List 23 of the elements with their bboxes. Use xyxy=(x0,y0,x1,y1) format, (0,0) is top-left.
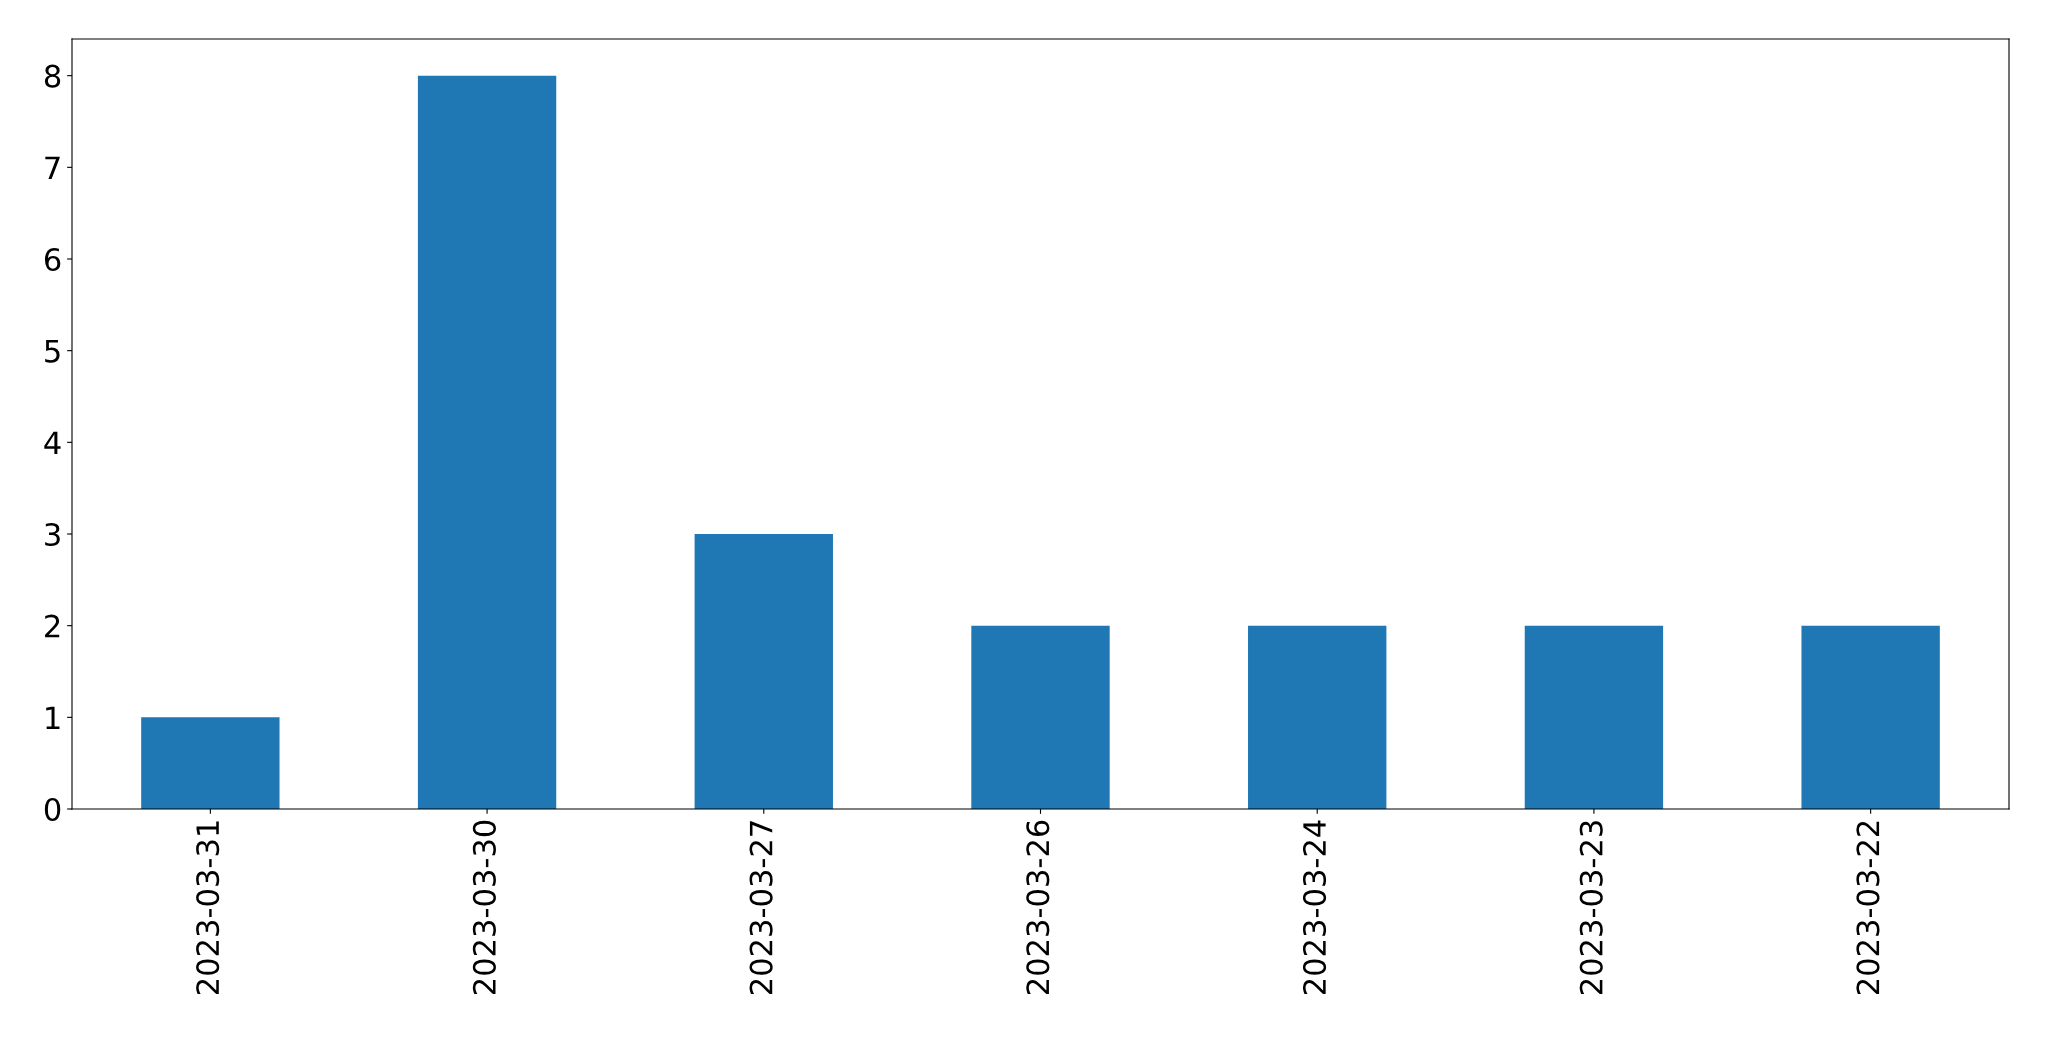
y-tick-label: 0 xyxy=(44,797,61,822)
bar xyxy=(417,75,557,809)
y-tick-label: 5 xyxy=(45,340,60,363)
bar xyxy=(1248,625,1387,809)
y-tick-label: 4 xyxy=(44,431,61,454)
x-tick-label: 2023-03-31 xyxy=(196,821,220,995)
x-tick-label: 2023-03-22 xyxy=(1856,821,1880,995)
x-tick-label: 2023-03-26 xyxy=(1026,820,1050,995)
x-tick-label: 2023-03-27 xyxy=(749,821,773,995)
bar xyxy=(694,534,833,809)
x-tick-label: 2023-03-24 xyxy=(1302,820,1327,995)
x-tick-label: 2023-03-23 xyxy=(1579,821,1603,995)
y-tick-label: 1 xyxy=(46,706,60,729)
bar xyxy=(971,625,1110,809)
bar xyxy=(1801,625,1940,809)
y-tick-label: 2 xyxy=(45,614,60,638)
bar xyxy=(1524,625,1664,809)
bar xyxy=(141,717,280,809)
y-tick-label: 3 xyxy=(45,522,60,547)
y-tick-label: 6 xyxy=(44,247,61,272)
x-tick-label: 2023-03-30 xyxy=(472,820,496,995)
y-tick-label: 8 xyxy=(44,64,61,88)
y-tick-label: 7 xyxy=(45,156,60,179)
